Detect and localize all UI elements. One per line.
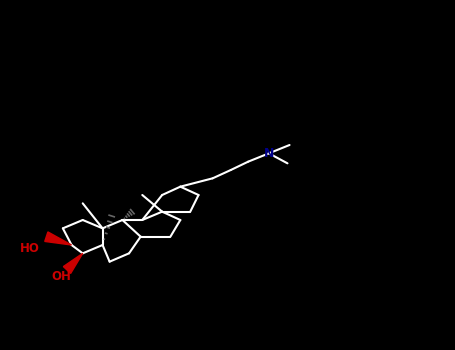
Polygon shape: [45, 232, 71, 245]
Text: HO: HO: [20, 242, 40, 255]
Text: OH: OH: [51, 270, 71, 283]
Polygon shape: [63, 253, 83, 273]
Text: N: N: [264, 147, 274, 160]
